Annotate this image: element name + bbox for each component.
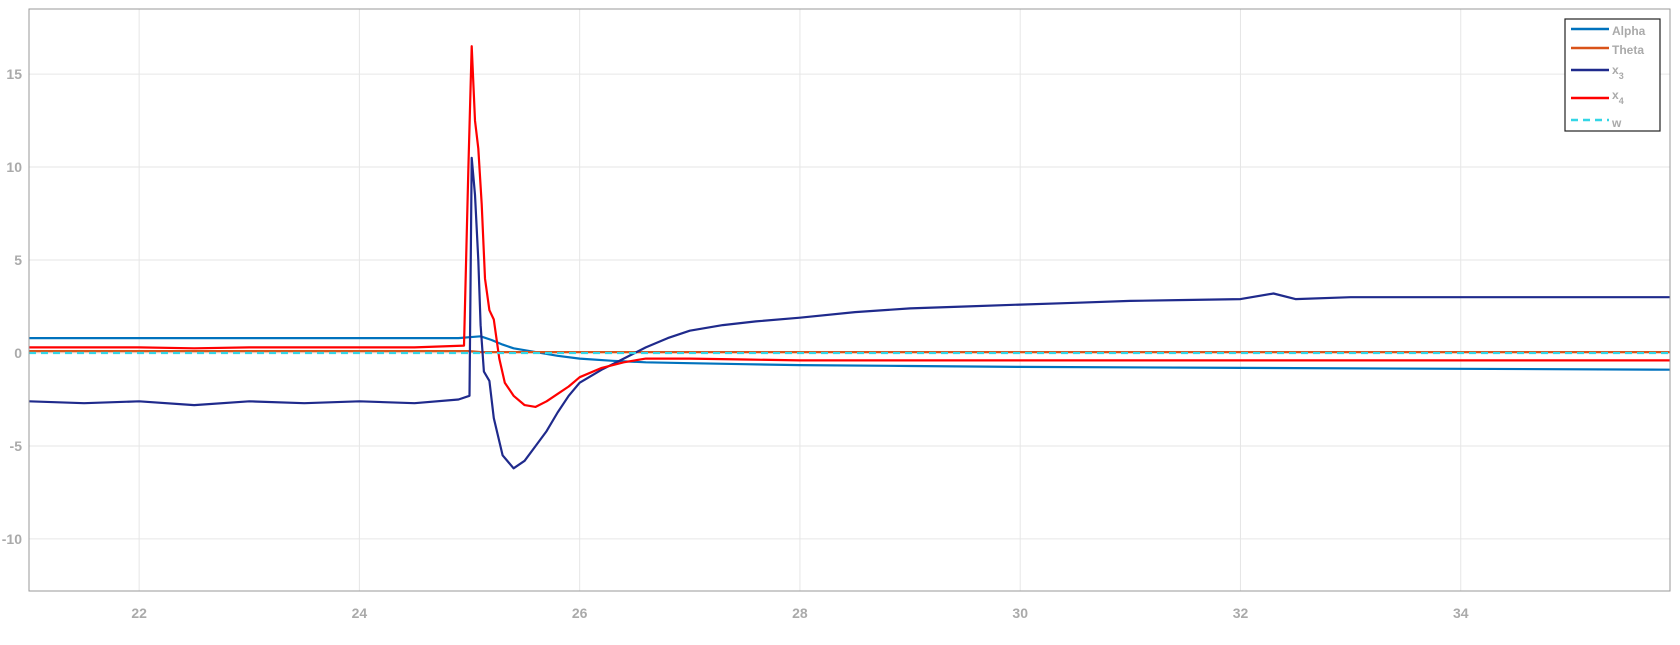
- series-line-x4: [29, 45, 1670, 408]
- y-tick-label--10: -10: [2, 531, 22, 547]
- x-tick-label-28: 28: [792, 605, 808, 621]
- legend-entry-w: w: [1571, 116, 1622, 130]
- legend-label-x3-subscript: 3: [1619, 71, 1624, 81]
- y-tick-label-0: 0: [14, 345, 22, 361]
- x-tick-label-26: 26: [572, 605, 588, 621]
- legend-label-x4-base: x: [1612, 88, 1619, 102]
- y-tick-label-15: 15: [6, 66, 22, 82]
- y-tick-label--5: -5: [10, 438, 23, 454]
- series-lines: [28, 45, 1671, 470]
- legend-label-theta: Theta: [1612, 43, 1644, 57]
- x-tick-label-24: 24: [352, 605, 368, 621]
- tick-labels: 22 24 26 28 30 32 34 -10 -5 0 5 10 15: [2, 66, 1469, 621]
- legend-entry-alpha: Alpha: [1571, 24, 1646, 38]
- legend-entry-x3: x3: [1571, 63, 1624, 81]
- legend-label-x4: x4: [1612, 88, 1624, 106]
- legend-box: [1564, 18, 1661, 132]
- x-tick-label-32: 32: [1233, 605, 1249, 621]
- legend-label-alpha: Alpha: [1612, 24, 1646, 38]
- legend: Alpha Theta x3 x4 w: [1564, 18, 1661, 132]
- x-tick-label-30: 30: [1012, 605, 1028, 621]
- plot-background: [29, 9, 1670, 591]
- legend-label-w: w: [1611, 116, 1622, 130]
- legend-label-x4-subscript: 4: [1619, 96, 1624, 106]
- plot-frame: [28, 8, 1671, 592]
- series-line-x3: [28, 156, 1670, 470]
- legend-entry-theta: Theta: [1571, 43, 1644, 57]
- y-tick-label-5: 5: [14, 252, 22, 268]
- legend-label-x3-base: x: [1612, 63, 1619, 77]
- x-tick-label-34: 34: [1453, 605, 1469, 621]
- legend-entry-x4: x4: [1571, 88, 1624, 106]
- legend-label-x3: x3: [1612, 63, 1624, 81]
- x-tick-label-22: 22: [131, 605, 147, 621]
- y-tick-label-10: 10: [6, 159, 22, 175]
